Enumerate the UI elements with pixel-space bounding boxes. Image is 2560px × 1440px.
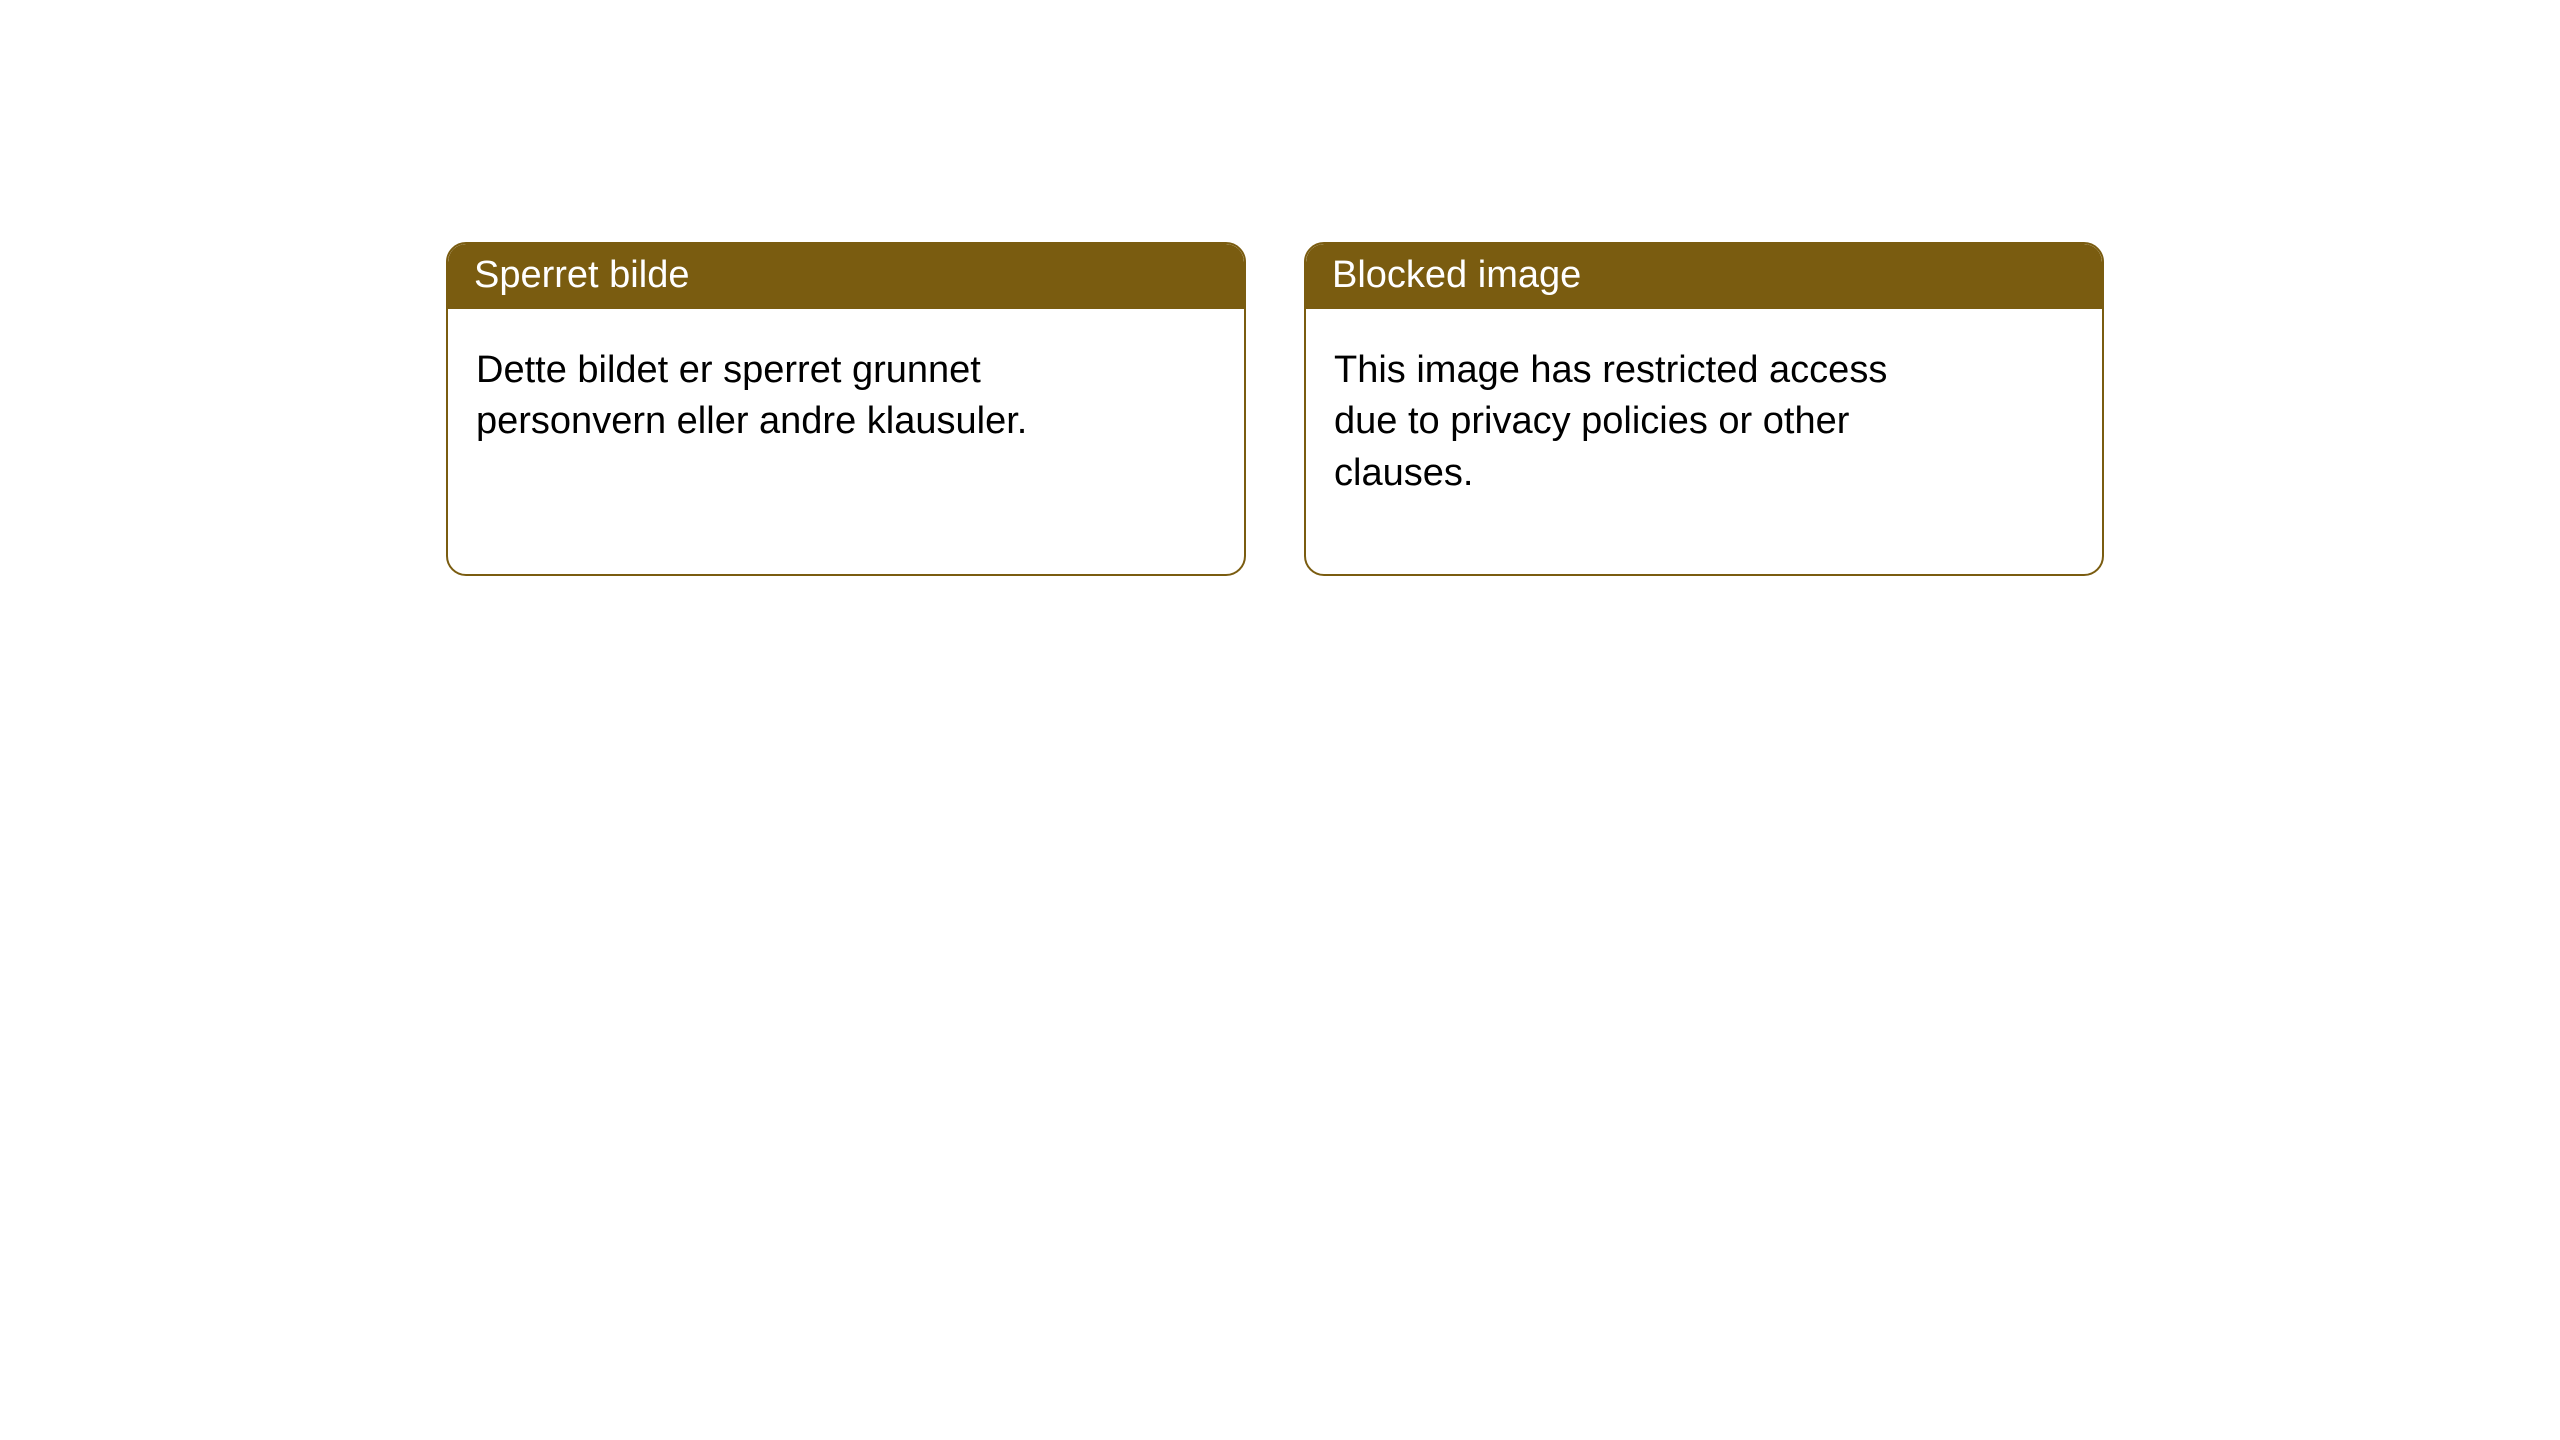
card-body-text: Dette bildet er sperret grunnet personve… (476, 349, 1027, 442)
cards-container: Sperret bilde Dette bildet er sperret gr… (0, 0, 2560, 576)
card-title: Sperret bilde (474, 254, 689, 296)
card-header: Sperret bilde (448, 244, 1244, 309)
blocked-image-card-english: Blocked image This image has restricted … (1304, 242, 2104, 576)
card-header: Blocked image (1306, 244, 2102, 309)
card-body-text: This image has restricted access due to … (1334, 349, 1887, 494)
card-body: Dette bildet er sperret grunnet personve… (448, 309, 1128, 484)
card-body: This image has restricted access due to … (1306, 309, 1986, 535)
blocked-image-card-norwegian: Sperret bilde Dette bildet er sperret gr… (446, 242, 1246, 576)
card-title: Blocked image (1332, 254, 1581, 296)
